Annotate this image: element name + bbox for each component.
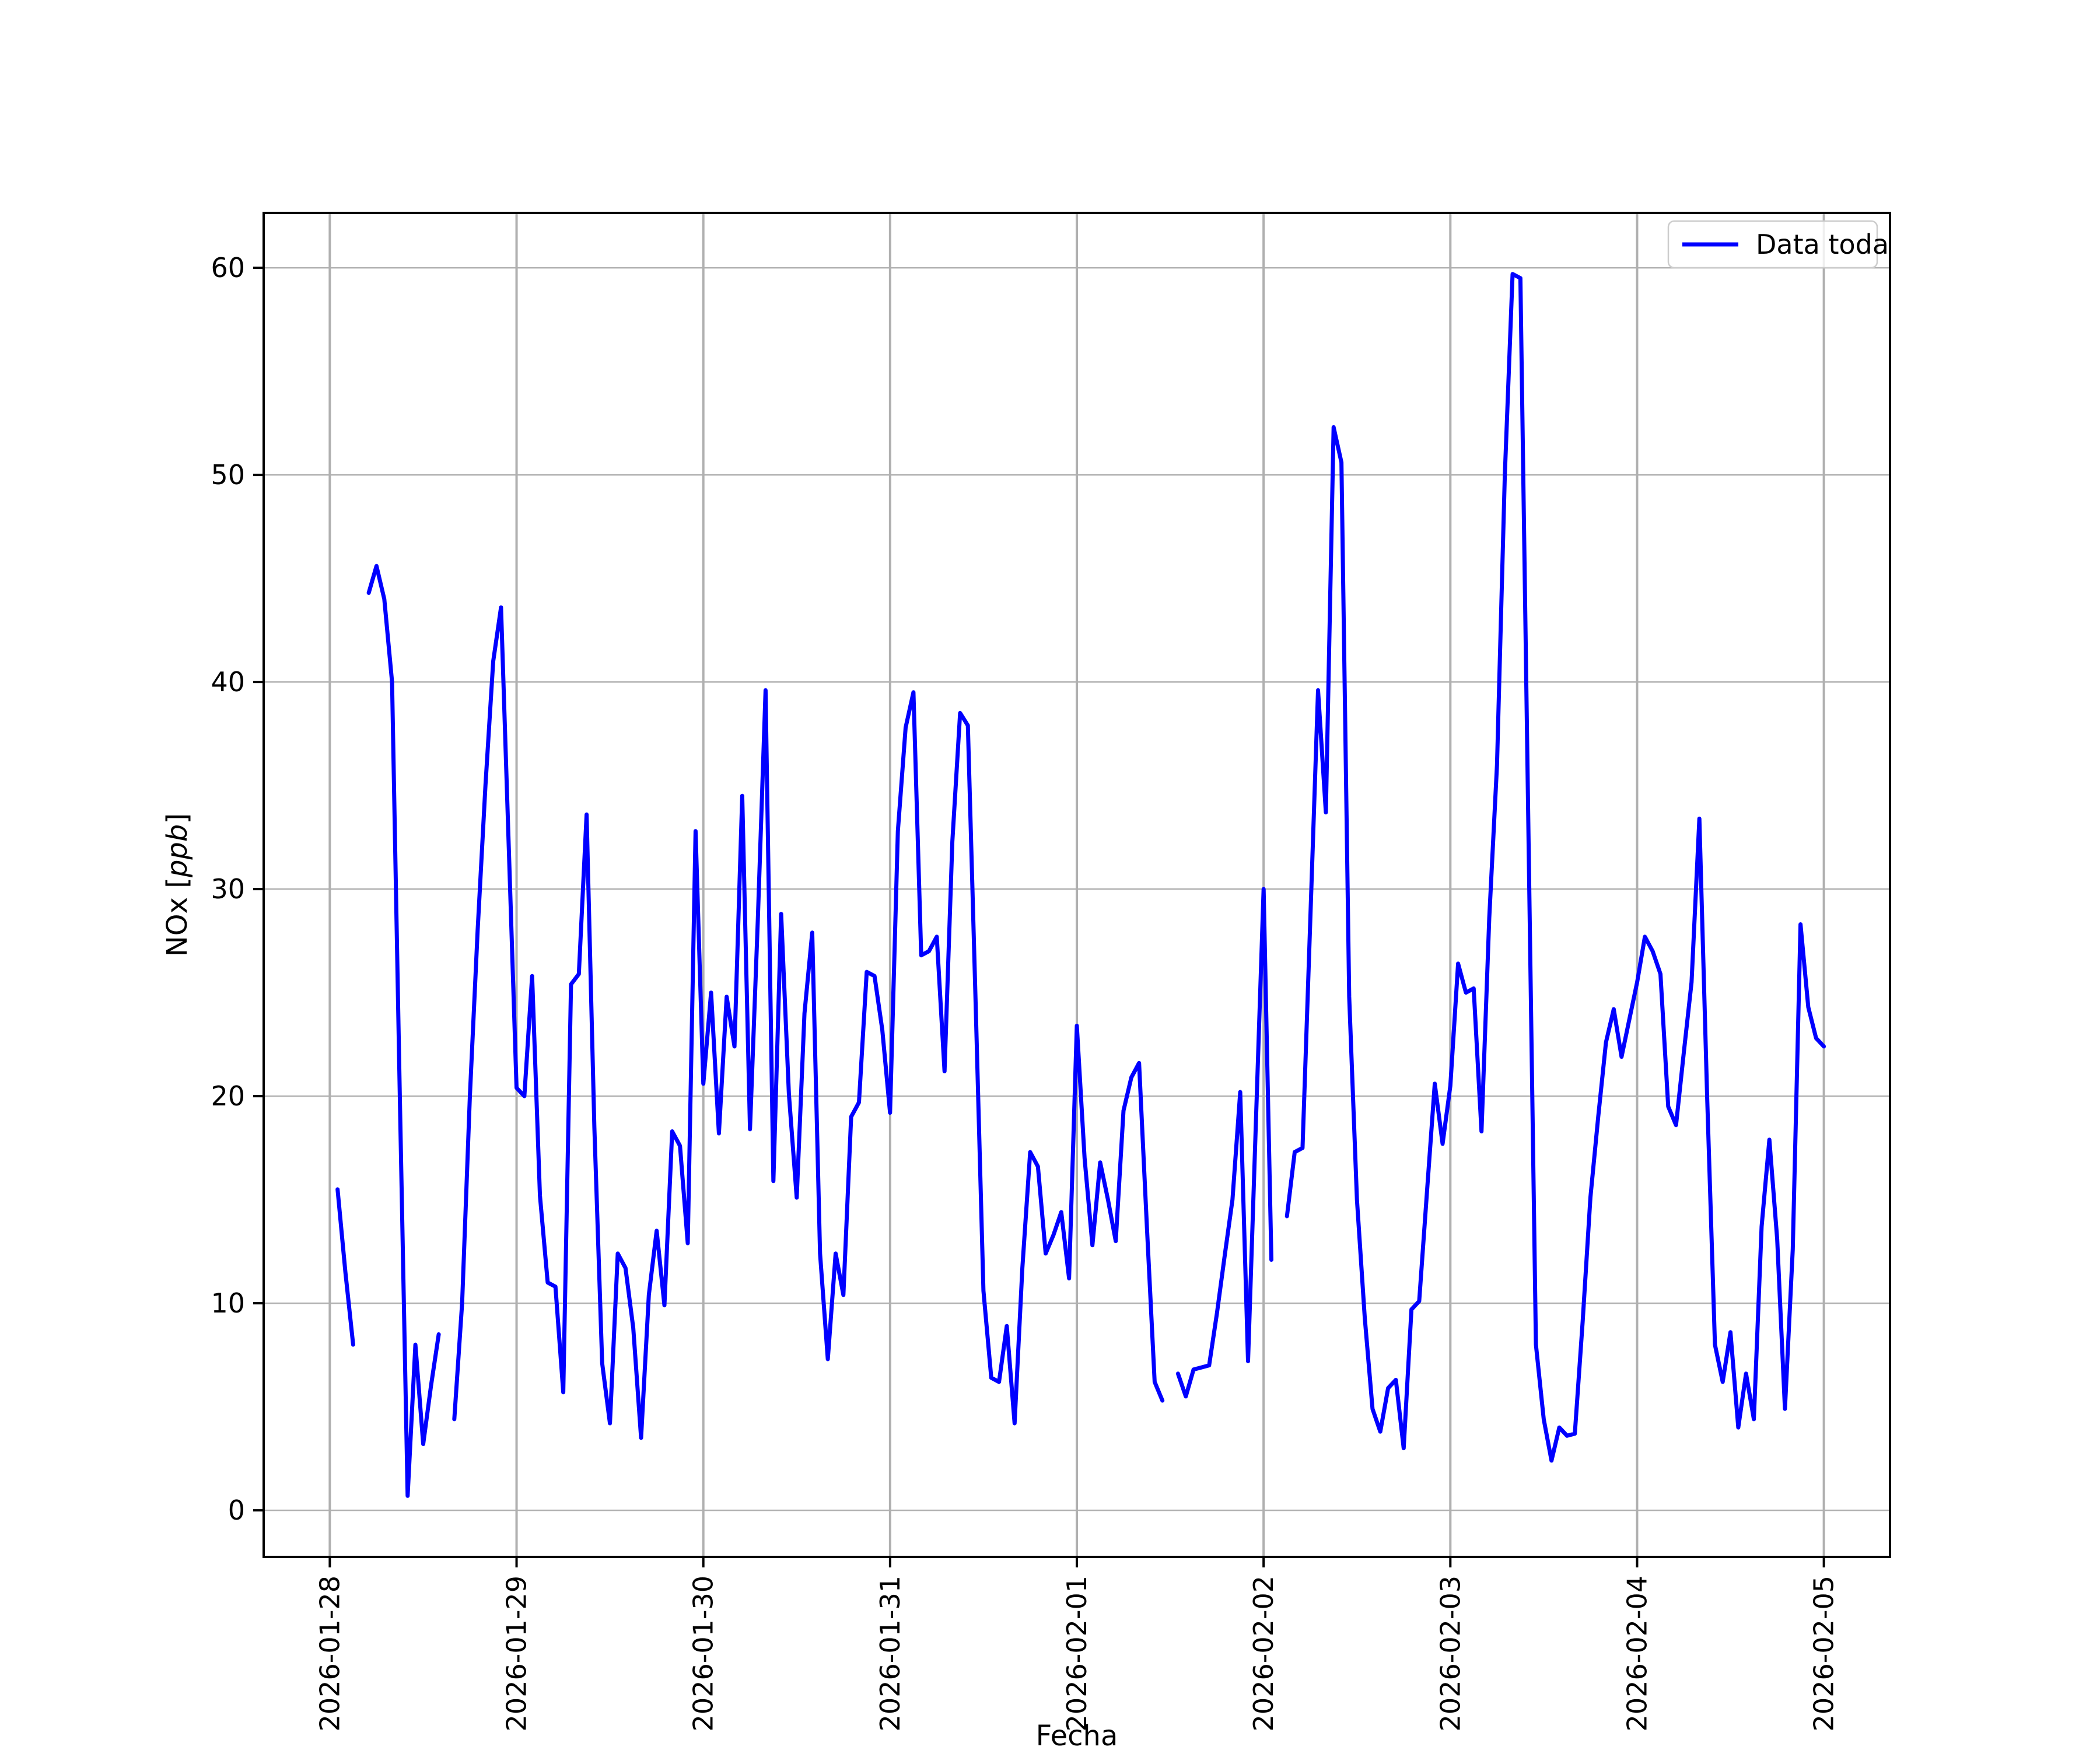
y-tick-label: 40 [211, 666, 245, 698]
legend-label: Data toda [1756, 229, 1889, 260]
y-axis-label: NOx [ppb] [161, 813, 194, 957]
legend-box [1667, 220, 1878, 269]
y-tick-labels: 0 10 20 30 40 50 60 [211, 252, 245, 1526]
x-tick-labels: 2026-01-28 2026-01-29 2026-01-30 2026-01-31… [314, 1576, 1839, 1731]
y-axis-label-prefix: NOx [ [161, 877, 194, 957]
legend: Data toda [1667, 220, 1889, 269]
y-axis-label-suffix: ] [161, 813, 194, 824]
x-tick-label: 2026-02-02 [1248, 1576, 1279, 1731]
x-tick-label: 2026-02-01 [1061, 1576, 1093, 1731]
series-line-data-toda [335, 272, 1826, 1498]
y-ticks [253, 267, 264, 1512]
x-tick-label: 2026-01-31 [874, 1576, 906, 1731]
y-tick-label: 50 [211, 459, 245, 491]
x-tick-label: 2026-01-30 [688, 1576, 719, 1731]
y-tick-label: 10 [211, 1287, 245, 1319]
y-tick-label: 20 [211, 1080, 245, 1112]
x-tick-label: 2026-02-05 [1808, 1576, 1840, 1731]
y-tick-label: 30 [211, 873, 245, 905]
x-gridlines [328, 213, 1825, 1557]
x-tick-label: 2026-02-04 [1621, 1576, 1653, 1731]
y-tick-label: 60 [211, 252, 245, 284]
y-tick-label: 0 [228, 1494, 245, 1526]
x-tick-label: 2026-02-03 [1434, 1576, 1466, 1731]
x-tick-label: 2026-01-28 [314, 1576, 345, 1731]
x-tick-label: 2026-01-29 [501, 1576, 533, 1731]
x-axis-label: Fecha [1036, 1720, 1118, 1750]
y-axis-label-units: ppb [161, 824, 194, 878]
x-ticks [328, 1557, 1825, 1567]
